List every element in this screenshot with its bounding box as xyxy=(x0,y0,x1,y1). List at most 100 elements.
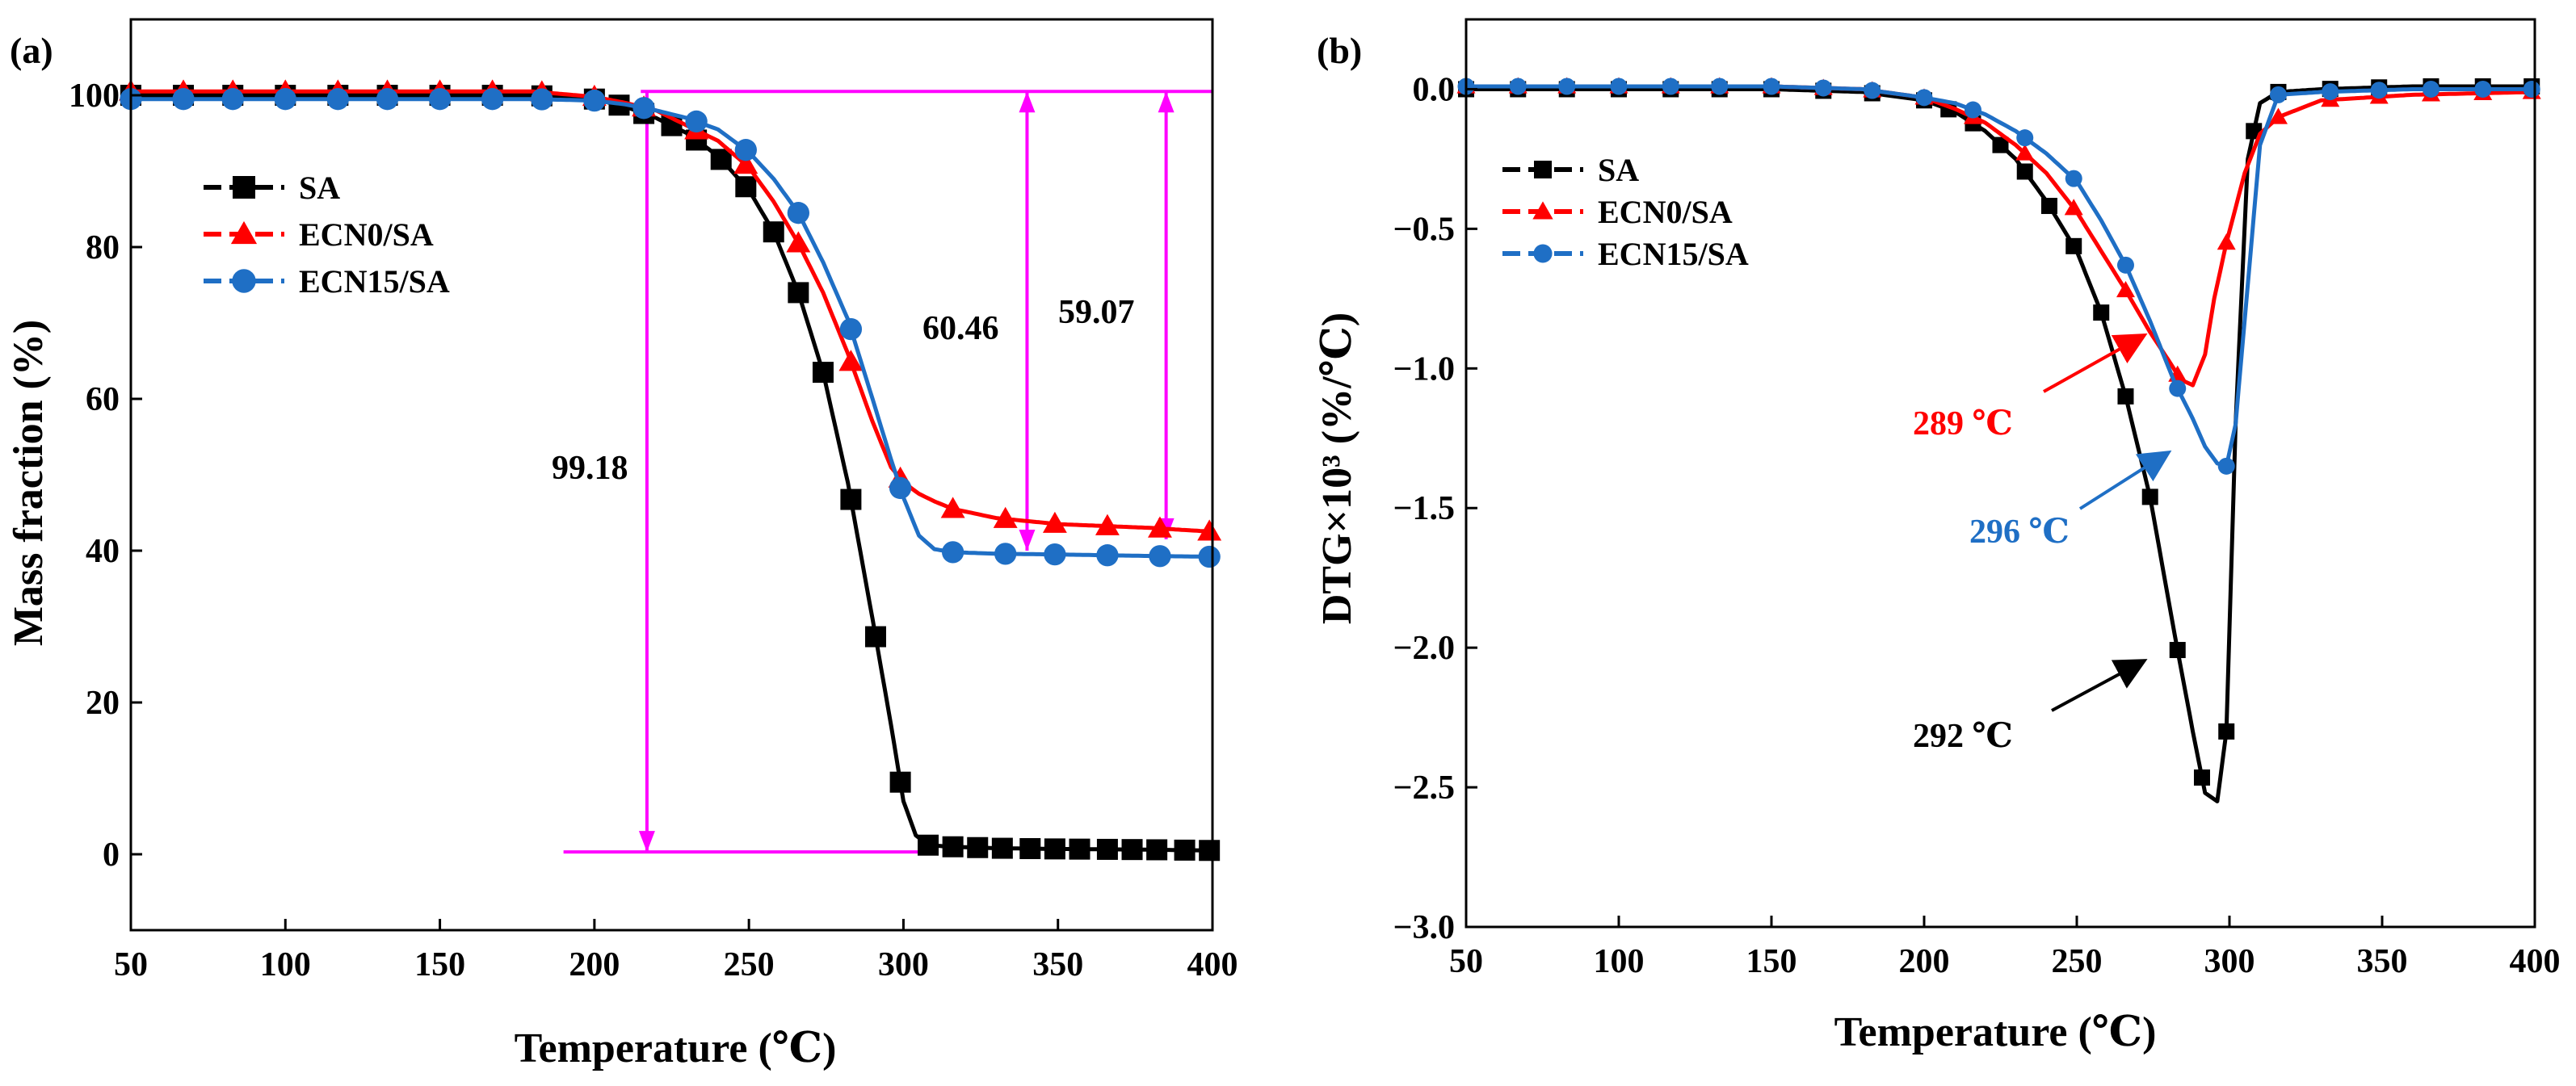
data-point-sa xyxy=(967,837,989,858)
data-point-ecn15-sa xyxy=(1044,543,1066,566)
data-point-ecn0-sa xyxy=(786,231,811,253)
x-tick-label: 350 xyxy=(2357,943,2408,980)
legend-item-ecn15-sa: ECN15/SA xyxy=(1502,236,1749,272)
data-point-ecn15-sa xyxy=(787,202,810,224)
chart-panel-a: (a) Mass fraction (%) Temperature (℃) 50… xyxy=(6,18,1238,1071)
x-tick-label: 350 xyxy=(1032,946,1083,983)
data-point-sa xyxy=(889,771,911,793)
data-point-ecn15-sa xyxy=(376,88,399,111)
arrow-289 xyxy=(2043,333,2148,393)
data-point-ecn15-sa xyxy=(994,543,1017,565)
data-point-ecn15-sa xyxy=(632,97,655,120)
data-point-ecn15-sa xyxy=(1096,544,1119,567)
data-point-ecn15-sa xyxy=(2065,170,2082,187)
y-tick-label: −2.0 xyxy=(1393,630,1455,667)
data-point-ecn15-sa xyxy=(734,139,757,161)
data-point-ecn0-sa xyxy=(993,506,1018,528)
series-line-ecn15-sa xyxy=(131,97,1212,559)
data-point-sa xyxy=(710,149,732,170)
data-point-sa xyxy=(2193,769,2210,786)
data-point-ecn15-sa xyxy=(2016,129,2034,147)
data-point-sa xyxy=(942,836,964,857)
data-point-sa xyxy=(1199,840,1221,862)
guide-arrowhead-60-46-bottom xyxy=(1019,530,1036,551)
data-point-ecn0-sa xyxy=(1197,519,1222,541)
legend-label-ecn15-sa: ECN15/SA xyxy=(1598,236,1749,272)
data-point-ecn0-sa xyxy=(838,350,864,371)
chart-panel-b: (b) DTG×10³ (%/℃) Temperature (℃) 50 100 1… xyxy=(1314,18,2561,1055)
legend-item-sa: SA xyxy=(1502,152,1639,188)
data-point-ecn15-sa xyxy=(274,88,296,111)
data-point-sa xyxy=(1019,837,1041,859)
data-point-sa xyxy=(763,221,784,243)
guide-lines-a xyxy=(563,90,1212,854)
guide-arrowhead-99-18 xyxy=(638,831,655,853)
y-tick-label: 100 xyxy=(69,78,120,115)
data-point-ecn15-sa xyxy=(2422,80,2439,98)
data-point-sa xyxy=(2093,304,2110,321)
data-point-ecn15-sa xyxy=(1149,545,1171,568)
series-line-ecn15-sa xyxy=(1466,84,2535,468)
legend-item-ecn15-sa: ECN15/SA xyxy=(204,263,450,300)
x-tick-label: 200 xyxy=(1899,943,1950,980)
y-tick-label: 80 xyxy=(86,229,120,266)
x-tick-label: 300 xyxy=(2204,943,2255,980)
data-point-ecn15-sa xyxy=(2474,80,2492,98)
data-point-ecn15-sa xyxy=(889,476,912,500)
data-point-ecn15-sa xyxy=(1198,545,1221,568)
y-tick-label: −1.5 xyxy=(1393,490,1455,527)
data-point-ecn15-sa xyxy=(2169,379,2187,397)
y-tick-label: 20 xyxy=(86,685,120,722)
data-point-sa xyxy=(1044,838,1065,860)
x-tick-label: 250 xyxy=(724,946,775,983)
legend-marker-ecn15-sa xyxy=(232,269,256,293)
x-tick-label: 300 xyxy=(878,946,929,983)
data-point-sa xyxy=(918,834,939,856)
data-point-ecn15-sa xyxy=(2116,256,2134,274)
data-point-ecn15-sa xyxy=(2322,83,2339,101)
x-tick-label: 150 xyxy=(414,946,465,983)
data-point-ecn15-sa xyxy=(1509,78,1527,95)
axes-b: 50 100 150 200 250 300 350 400 0.0 −0.5 −1.0 −1.5 −2… xyxy=(1393,18,2561,980)
data-point-sa xyxy=(2218,723,2235,740)
x-tick-label: 400 xyxy=(2510,943,2561,980)
x-axis-title-a: Temperature (℃) xyxy=(515,1025,837,1071)
data-point-ecn15-sa xyxy=(2370,82,2388,99)
x-tick-label: 250 xyxy=(2052,943,2103,980)
panel-label-a: (a) xyxy=(10,30,53,71)
y-axis-title-b: DTG×10³ (%/℃) xyxy=(1314,312,1360,624)
data-point-sa xyxy=(2117,388,2134,405)
data-point-ecn15-sa xyxy=(531,88,553,111)
legend-a: SA ECN0/SA ECN15/SA xyxy=(204,170,450,300)
x-tick-label: 100 xyxy=(260,946,311,983)
guide-arrowhead-60-46-top xyxy=(1019,91,1036,113)
legend-item-ecn0-sa: ECN0/SA xyxy=(204,216,434,253)
data-point-ecn15-sa xyxy=(1610,78,1628,95)
data-point-sa xyxy=(1146,839,1168,861)
legend-label-sa: SA xyxy=(1598,152,1639,188)
data-point-sa xyxy=(991,837,1013,859)
legend-marker-sa xyxy=(233,176,255,199)
data-point-ecn15-sa xyxy=(1915,89,1933,107)
data-point-sa xyxy=(2040,198,2057,215)
data-point-sa xyxy=(735,176,757,198)
plot-area-b xyxy=(1456,77,2541,803)
data-point-ecn15-sa xyxy=(1711,78,1729,95)
data-point-ecn0-sa xyxy=(1042,511,1067,533)
data-point-sa xyxy=(1174,839,1196,861)
x-tick-label: 200 xyxy=(569,946,620,983)
x-axis-title-b: Temperature (℃) xyxy=(1834,1009,2157,1055)
legend-label-ecn0-sa: ECN0/SA xyxy=(299,216,434,253)
y-tick-label: −0.5 xyxy=(1393,211,1455,248)
data-point-ecn15-sa xyxy=(1814,79,1832,97)
panel-label-b: (b) xyxy=(1317,30,1362,71)
data-point-sa xyxy=(812,362,834,384)
y-tick-label: 40 xyxy=(86,533,120,570)
y-tick-label: −2.5 xyxy=(1393,769,1455,807)
data-point-ecn15-sa xyxy=(583,89,606,112)
series-line-sa xyxy=(131,93,1212,853)
legend-marker-ecn0-sa xyxy=(1532,201,1553,220)
data-point-ecn15-sa xyxy=(481,88,504,111)
data-point-ecn15-sa xyxy=(941,541,964,564)
